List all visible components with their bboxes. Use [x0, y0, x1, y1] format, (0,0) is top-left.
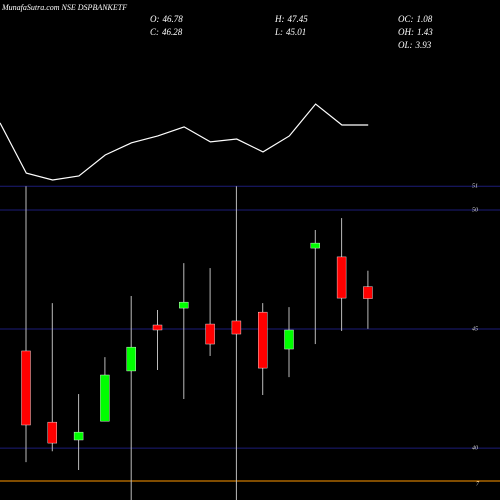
candle-body: [205, 323, 215, 345]
stat: C: 46.28: [150, 27, 183, 37]
stat-label: OH:: [398, 27, 414, 37]
indicator-line: [0, 103, 369, 181]
stat-value: 47.45: [288, 14, 309, 24]
stat-label: O:: [150, 14, 160, 24]
stat: L: 45.01: [274, 27, 306, 37]
stat: H: 47.45: [274, 14, 308, 24]
candle-body: [126, 346, 136, 372]
y-tick-label: 45: [472, 325, 478, 332]
stat-label: C:: [150, 27, 159, 37]
stat-label: OC:: [398, 14, 414, 24]
stat: O: 46.78: [150, 14, 183, 24]
stat-label: OL:: [398, 40, 413, 50]
marker-label: 7: [476, 481, 480, 487]
stat: OH: 1.43: [398, 27, 433, 37]
candle-body: [284, 329, 294, 350]
candle-body: [363, 286, 373, 299]
candle-body: [100, 374, 110, 422]
candle-body: [179, 301, 189, 309]
candle-body: [336, 256, 347, 299]
stat: OL: 3.93: [398, 40, 432, 50]
candle-body: [73, 431, 84, 441]
y-tick-label: 50: [472, 207, 478, 213]
candle-body: [258, 311, 268, 369]
stat-value: 3.93: [415, 40, 432, 50]
chart-title: MunafaSutra.com NSE DSPBANKETF: [1, 3, 127, 12]
stat-value: 45.01: [286, 27, 306, 37]
stat-label: H:: [274, 14, 285, 24]
candle-body: [310, 242, 320, 249]
candle-body: [152, 324, 163, 331]
stat-value: 1.43: [417, 27, 433, 37]
stat-label: L:: [274, 27, 283, 37]
stat: OC: 1.08: [398, 14, 433, 24]
candle-body: [231, 320, 242, 335]
y-tick-label: 40: [472, 444, 478, 451]
candle-body: [47, 421, 57, 444]
stat-value: 46.28: [162, 27, 183, 37]
y-tick-label: 51: [472, 184, 478, 190]
stat-value: 1.08: [417, 14, 433, 24]
stat-value: 46.78: [163, 14, 184, 24]
candle-body: [21, 350, 31, 426]
